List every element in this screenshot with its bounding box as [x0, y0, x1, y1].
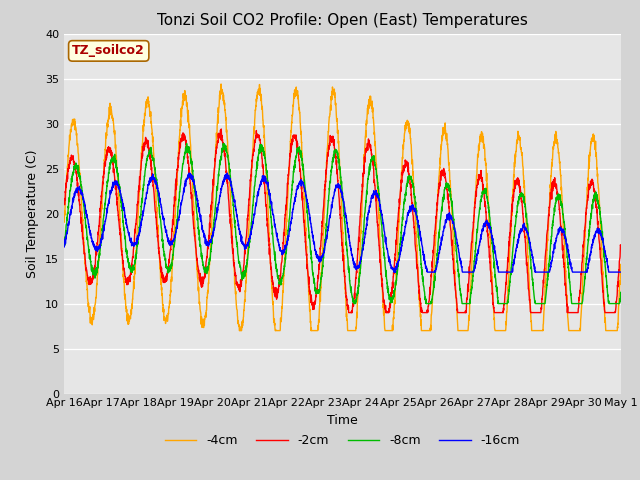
-16cm	[157, 201, 164, 207]
Title: Tonzi Soil CO2 Profile: Open (East) Temperatures: Tonzi Soil CO2 Profile: Open (East) Temp…	[157, 13, 528, 28]
-8cm	[157, 216, 164, 222]
-4cm	[606, 328, 614, 334]
Line: -16cm: -16cm	[64, 173, 621, 272]
-2cm	[547, 196, 554, 202]
-16cm	[617, 269, 625, 275]
-2cm	[606, 310, 614, 315]
-4cm	[236, 328, 243, 334]
-4cm	[124, 313, 131, 319]
-2cm	[60, 201, 68, 207]
-2cm	[157, 264, 164, 269]
-8cm	[274, 273, 282, 279]
Y-axis label: Soil Temperature (C): Soil Temperature (C)	[26, 149, 40, 278]
-4cm	[298, 155, 306, 160]
-2cm	[124, 275, 131, 280]
-16cm	[606, 269, 614, 275]
-8cm	[606, 300, 614, 306]
-2cm	[345, 310, 353, 315]
-16cm	[124, 226, 131, 231]
-16cm	[274, 236, 282, 242]
-2cm	[218, 126, 225, 132]
-8cm	[350, 300, 358, 306]
Line: -2cm: -2cm	[64, 129, 621, 312]
-16cm	[547, 265, 554, 271]
Line: -4cm: -4cm	[64, 84, 621, 331]
-8cm	[220, 141, 227, 146]
-16cm	[390, 269, 398, 275]
Line: -8cm: -8cm	[64, 144, 621, 303]
-8cm	[547, 247, 554, 252]
-4cm	[617, 262, 625, 267]
-16cm	[298, 181, 306, 187]
-8cm	[298, 157, 306, 163]
-8cm	[617, 290, 625, 296]
X-axis label: Time: Time	[327, 414, 358, 427]
-2cm	[298, 195, 306, 201]
-2cm	[617, 244, 625, 250]
-4cm	[274, 328, 282, 334]
-8cm	[60, 243, 68, 249]
-2cm	[274, 286, 282, 292]
-4cm	[547, 182, 554, 188]
Legend: -4cm, -2cm, -8cm, -16cm: -4cm, -2cm, -8cm, -16cm	[160, 429, 525, 452]
Text: TZ_soilco2: TZ_soilco2	[72, 44, 145, 58]
-4cm	[157, 276, 164, 281]
-16cm	[60, 243, 68, 249]
-8cm	[124, 253, 131, 259]
-4cm	[60, 219, 68, 225]
-4cm	[217, 81, 225, 87]
-16cm	[185, 170, 193, 176]
